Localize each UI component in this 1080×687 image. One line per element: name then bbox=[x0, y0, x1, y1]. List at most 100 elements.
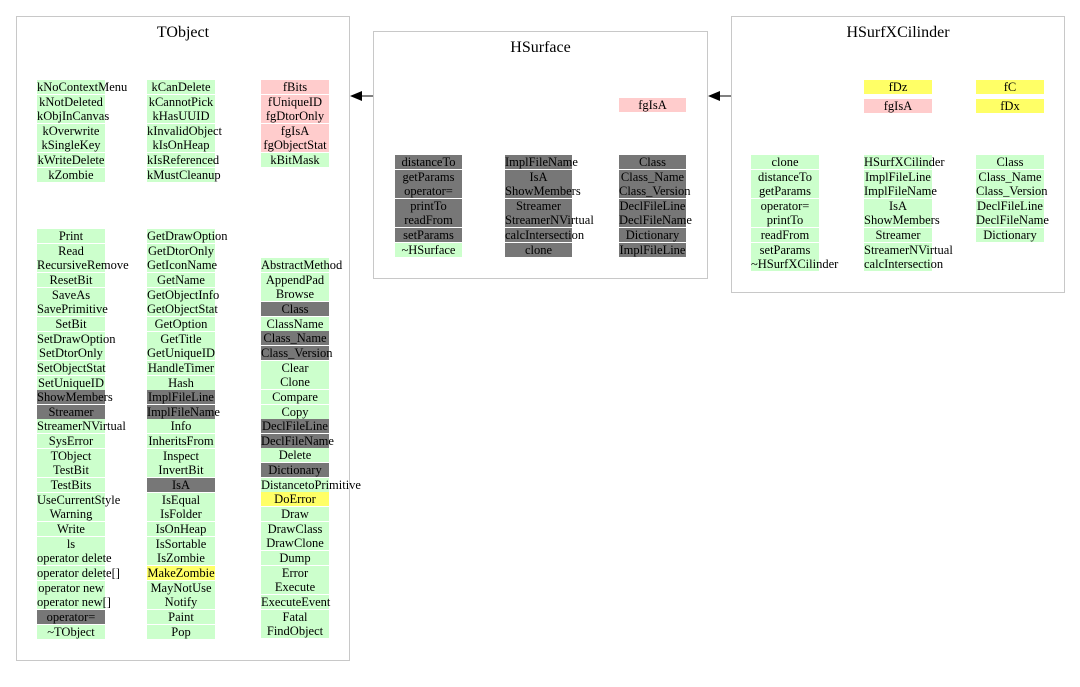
tobject-method-column-3-item: Dump bbox=[261, 551, 329, 565]
tobject-method-column-2-item: ImplFileLine bbox=[147, 390, 215, 405]
tobject-method-column-1-item: StreamerNVirtual bbox=[37, 419, 126, 434]
tobject-method-column-3-item: ExecuteEvent bbox=[261, 594, 331, 609]
hsurfxcilinder-method-column-3-item: Class_Name bbox=[976, 169, 1044, 184]
tobject-method-column-3-item: Error bbox=[261, 565, 329, 580]
hsurface-method-column-2-item: Streamer bbox=[505, 198, 572, 213]
tobject-member-column-item: fgObjectStat bbox=[261, 138, 329, 153]
tobject-method-column-1-item: SetUniqueID bbox=[37, 375, 105, 390]
hsurfxcilinder-method-column-2-item: ImplFileName bbox=[864, 184, 937, 199]
tobject-method-column-2-item: GetUniqueID bbox=[147, 346, 216, 361]
tobject-member-column-item: fgDtorOnly bbox=[261, 109, 329, 124]
tobject-method-column-1-item: SetDrawOption bbox=[37, 331, 116, 346]
tobject-member-column-item: fBits bbox=[261, 80, 329, 94]
tobject-method-column-3-item: Fatal bbox=[261, 609, 329, 624]
tobject-enum-column-1-item: kSingleKey bbox=[37, 138, 105, 153]
tobject-method-column-2-item: GetObjectInfo bbox=[147, 287, 220, 302]
tobject-method-column-3-item: AppendPad bbox=[261, 272, 329, 287]
hsurface-method-column-2-item: IsA bbox=[505, 169, 572, 184]
tobject-method-column-2-item: InheritsFrom bbox=[147, 434, 215, 449]
hsurface-member-column-item: fgIsA bbox=[619, 98, 686, 112]
hsurface-method-column-1-item: setParams bbox=[395, 228, 462, 242]
tobject-method-column-1-item: Read bbox=[37, 243, 105, 258]
class-title-hsurface: HSurface bbox=[510, 39, 571, 56]
hsurface-method-column-1-item: operator= bbox=[395, 184, 462, 199]
hsurfxcilinder-method-column-3-item: Class_Version bbox=[976, 184, 1048, 199]
tobject-enum-column-1-item: kNotDeleted bbox=[37, 94, 105, 109]
hsurfxcilinder-method-column-1-item: setParams bbox=[751, 242, 819, 257]
tobject-method-column-2-item: ImplFileName bbox=[147, 404, 220, 419]
tobject-method-column-2-item: Inspect bbox=[147, 448, 215, 463]
tobject-method-column-1-item: operator delete[] bbox=[37, 565, 120, 580]
tobject-method-column-2-item: Pop bbox=[147, 624, 215, 639]
tobject-method-column-2-item: Paint bbox=[147, 609, 215, 624]
hsurface-method-column-1-item: getParams bbox=[395, 169, 462, 184]
hsurfxcilinder-method-column-1-item: operator= bbox=[751, 198, 819, 213]
tobject-method-column-2-item: GetTitle bbox=[147, 331, 215, 346]
tobject-method-column-3-item: Class_Version bbox=[261, 345, 333, 360]
tobject-method-column-3-item: ClassName bbox=[261, 316, 329, 331]
tobject-method-column-1-item: operator new bbox=[37, 580, 105, 595]
hsurfxcilinder-member-column-1-item: fgIsA bbox=[864, 98, 932, 113]
tobject-method-column-1-item: operator new[] bbox=[37, 595, 111, 610]
hsurfxcilinder-member-column-1-item: fDz bbox=[864, 80, 932, 94]
tobject-enum-column-1-item: kNoContextMenu bbox=[37, 80, 128, 94]
tobject-enum-column-2-item: kCanDelete bbox=[147, 80, 215, 94]
tobject-method-column-1-item: RecursiveRemove bbox=[37, 258, 129, 273]
tobject-method-column-1-item: Warning bbox=[37, 507, 105, 522]
tobject-method-column-2-item: IsSortable bbox=[147, 536, 215, 551]
hsurface-method-column-2-item: calcIntersection bbox=[505, 228, 585, 242]
tobject-enum-column-2-item: kCannotPick bbox=[147, 94, 215, 109]
tobject-method-column-2-item: IsA bbox=[147, 478, 215, 493]
hsurface-method-column-1-item: ~HSurface bbox=[395, 242, 462, 257]
tobject-method-column-2-item: Notify bbox=[147, 595, 215, 610]
tobject-enum-column-1-item: kObjInCanvas bbox=[37, 109, 110, 124]
hsurfxcilinder-method-column-1-item: clone bbox=[751, 155, 819, 169]
tobject-method-column-3-item: Class_Name bbox=[261, 331, 329, 346]
tobject-enum-column-2-item: kMustCleanup bbox=[147, 167, 221, 182]
tobject-method-column-3-item: DeclFileName bbox=[261, 433, 334, 448]
tobject-method-column-1-item: SetBit bbox=[37, 316, 105, 331]
tobject-method-column-2-item: GetIconName bbox=[147, 258, 218, 273]
tobject-member-column-item: kBitMask bbox=[261, 153, 329, 167]
tobject-method-column-1-item: ~TObject bbox=[37, 624, 105, 639]
hsurface-method-column-3-item: Class_Version bbox=[619, 184, 691, 199]
hsurfxcilinder-method-column-1-item: getParams bbox=[751, 184, 819, 199]
hsurfxcilinder-method-column-2-item: StreamerNVirtual bbox=[864, 242, 953, 257]
tobject-enum-column-2-item: kIsReferenced bbox=[147, 153, 220, 167]
tobject-method-column-1-item: ls bbox=[37, 536, 105, 551]
tobject-method-column-3-item: DistancetoPrimitive bbox=[261, 477, 361, 492]
tobject-enum-column-1-item: kZombie bbox=[37, 167, 105, 182]
hsurface-method-column-2-item: StreamerNVirtual bbox=[505, 213, 594, 228]
hsurface-method-column-3-item: DeclFileLine bbox=[619, 198, 686, 213]
hsurfxcilinder-method-column-3-item: DeclFileLine bbox=[976, 198, 1044, 213]
tobject-method-column-1-item: TestBit bbox=[37, 463, 105, 478]
hsurfxcilinder-method-column-1-item: distanceTo bbox=[751, 169, 819, 184]
tobject-method-column-3-item: DrawClone bbox=[261, 536, 329, 551]
tobject-method-column-3-item: Copy bbox=[261, 404, 329, 419]
tobject-method-column-3-item: Class bbox=[261, 301, 329, 316]
tobject-method-column-2-item: MakeZombie bbox=[147, 565, 215, 580]
arrow-hsurface-to-tobject bbox=[350, 91, 373, 101]
tobject-method-column-2-item: GetObjectStat bbox=[147, 302, 218, 317]
tobject-method-column-2-item: GetName bbox=[147, 272, 215, 287]
tobject-method-column-2-item: MayNotUse bbox=[147, 580, 215, 595]
tobject-method-column-2-item: GetDtorOnly bbox=[147, 243, 215, 258]
hsurfxcilinder-method-column-1-item: readFrom bbox=[751, 228, 819, 242]
hsurfxcilinder-method-column-3-item: DeclFileName bbox=[976, 213, 1049, 228]
tobject-method-column-3-item: Execute bbox=[261, 580, 329, 595]
tobject-method-column-1-item: SysError bbox=[37, 434, 105, 449]
tobject-enum-column-1-item: kWriteDelete bbox=[37, 153, 105, 167]
tobject-method-column-1-item: UseCurrentStyle bbox=[37, 492, 121, 507]
hsurface-method-column-1-item: printTo bbox=[395, 198, 462, 213]
tobject-method-column-3-item: AbstractMethod bbox=[261, 258, 343, 272]
tobject-method-column-1-item: ResetBit bbox=[37, 272, 105, 287]
tobject-method-column-1-item: Streamer bbox=[37, 404, 105, 419]
hsurfxcilinder-method-column-2-item: ShowMembers bbox=[864, 213, 940, 228]
tobject-method-column-2-item: GetDrawOption bbox=[147, 229, 228, 243]
tobject-method-column-3-item: Browse bbox=[261, 287, 329, 302]
tobject-method-column-1-item: operator delete bbox=[37, 551, 112, 566]
hsurfxcilinder-method-column-2-item: calcIntersection bbox=[864, 257, 944, 272]
tobject-method-column-3-item: Clear bbox=[261, 360, 329, 375]
tobject-method-column-1-item: TestBits bbox=[37, 478, 105, 493]
tobject-method-column-1-item: Print bbox=[37, 229, 105, 243]
